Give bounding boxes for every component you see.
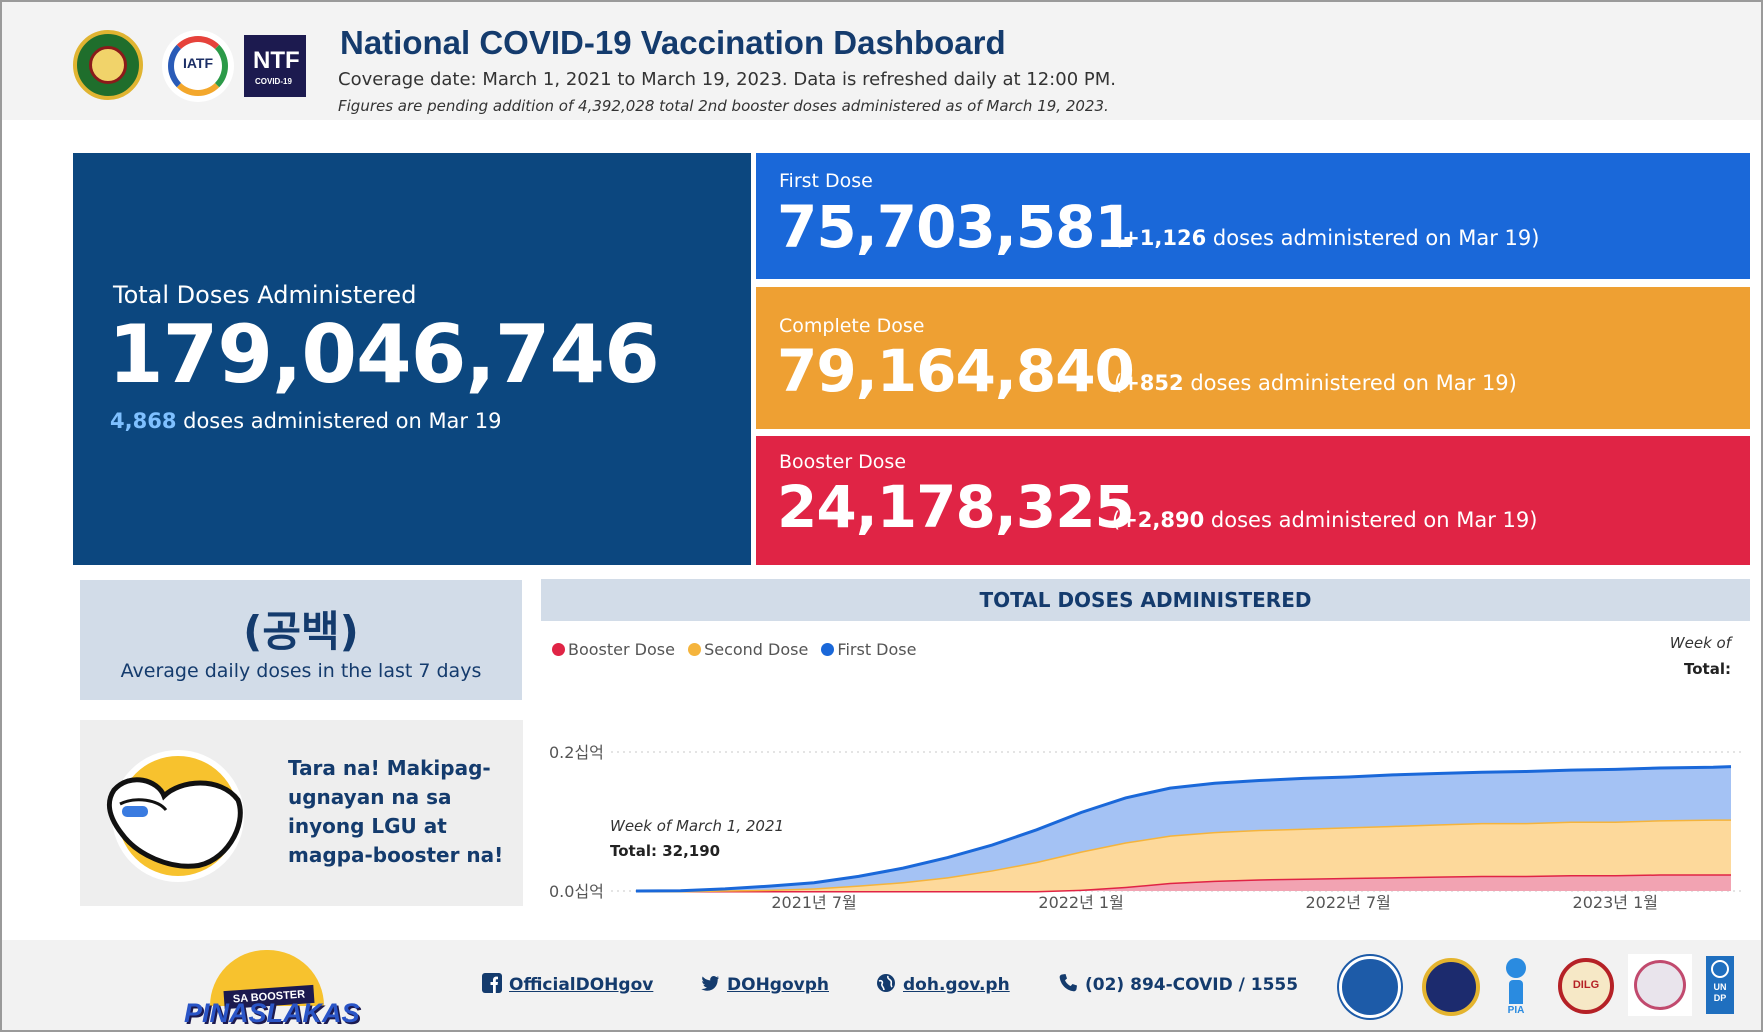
complete-dose-delta-open: ( <box>1114 371 1123 395</box>
pinaslakas-logo: SA BOOSTER PINASLAKAS <box>182 944 360 1028</box>
legend-second[interactable]: Second Dose <box>688 640 808 659</box>
complete-dose-delta-count: +852 <box>1122 371 1184 395</box>
phone-icon <box>1059 974 1077 992</box>
legend-first[interactable]: First Dose <box>821 640 916 659</box>
website-link-label: doh.gov.ph <box>903 975 1010 995</box>
dilg-seal-text: DILG <box>1572 979 1600 991</box>
complete-dose-value: 79,164,840 <box>777 337 1135 405</box>
legend-booster[interactable]: Booster Dose <box>552 640 675 659</box>
booster-dose-delta: (+2,890 doses administered on Mar 19) <box>1112 508 1537 532</box>
first-dose-delta: (+1,126 doses administered on Mar 19) <box>1114 226 1539 250</box>
first-dose-value: 75,703,581 <box>777 193 1135 261</box>
undp-logo-text: UNDP <box>1713 982 1727 1003</box>
complete-dose-label: Complete Dose <box>779 315 925 337</box>
booster-dose-delta-open: ( <box>1112 508 1121 532</box>
total-doses-area-chart[interactable]: 0.0십억 0.2십억 2021년 7월 2022년 1월 2022년 7월 2023년 … <box>541 730 1750 912</box>
dilg-seal-icon: DILG <box>1558 958 1614 1014</box>
complete-dose-card: Complete Dose 79,164,840 (+852 doses adm… <box>756 287 1750 429</box>
twitter-icon <box>701 976 719 991</box>
legend-second-label: Second Dose <box>704 640 809 659</box>
promo-message: Tara na! Makipag-ugnayan na sa inyong LG… <box>288 756 504 867</box>
booster-dose-delta-suffix: doses administered on Mar 19) <box>1210 508 1538 532</box>
total-daily-suffix: doses administered on Mar 19 <box>183 409 502 433</box>
complete-dose-delta: (+852 doses administered on Mar 19) <box>1114 371 1517 395</box>
total-doses-value: 179,046,746 <box>108 308 660 401</box>
ntf-logo: NTF COVID-19 <box>244 35 306 97</box>
iatf-logo-text: IATF <box>182 55 214 71</box>
line-second-dose[interactable] <box>636 817 1731 893</box>
ntf-logo-subtext: COVID-19 <box>255 77 292 86</box>
x-tick-label: 2022년 1월 <box>1038 893 1123 912</box>
twitter-link[interactable]: DOHgovph <box>700 973 829 995</box>
page-title: National COVID-19 Vaccination Dashboard <box>340 24 1006 61</box>
twitter-link-label: DOHgovph <box>727 975 829 995</box>
globe-icon <box>877 974 895 992</box>
y-tick-label: 0.0십억 <box>549 882 604 901</box>
chart-inline-tooltip-total: Total: 32,190 <box>610 842 720 860</box>
chart-tooltip-total: Total: <box>1684 660 1731 678</box>
footer: SA BOOSTER PINASLAKAS OfficialDOHgov DOH… <box>2 940 1761 1030</box>
total-doses-daily: 4,868 doses administered on Mar 19 <box>110 409 501 433</box>
first-dose-delta-count: +1,126 <box>1122 226 1207 250</box>
booster-dose-delta-count: +2,890 <box>1120 508 1205 532</box>
total-doses-card: Total Doses Administered 179,046,746 4,8… <box>73 153 751 565</box>
doh-seal-logo <box>73 30 143 100</box>
first-dose-card: First Dose 75,703,581 (+1,126 doses admi… <box>756 153 1750 279</box>
pia-logo: PIA <box>1505 958 1527 1016</box>
booster-promo-card: Tara na! Makipag-ugnayan na sa inyong LG… <box>80 720 523 906</box>
flexed-arm-icon <box>106 750 244 882</box>
chart-legend: Booster Dose Second Dose First Dose <box>552 640 924 659</box>
iatf-logo: IATF <box>162 30 234 102</box>
average-daily-card: (공백) Average daily doses in the last 7 d… <box>80 580 522 700</box>
chart-inline-tooltip-week: Week of March 1, 2021 <box>610 817 784 835</box>
facebook-link[interactable]: OfficialDOHgov <box>482 973 653 995</box>
coverage-date: Coverage date: March 1, 2021 to March 19… <box>338 69 1116 90</box>
header: IATF NTF COVID-19 National COVID-19 Vacc… <box>2 2 1761 120</box>
average-daily-caption: Average daily doses in the last 7 days <box>120 660 482 682</box>
average-daily-value: (공백) <box>243 607 359 656</box>
x-tick-label: 2021년 7월 <box>771 893 856 912</box>
x-tick-label: 2023년 1월 <box>1573 893 1658 912</box>
area-first-dose[interactable] <box>636 766 1731 891</box>
legend-booster-label: Booster Dose <box>568 640 675 659</box>
area-second-dose[interactable] <box>636 819 1731 891</box>
undp-logo: UNDP <box>1706 956 1734 1014</box>
booster-dose-value: 24,178,325 <box>777 473 1135 541</box>
chart-tooltip-week: Week of <box>1669 634 1731 652</box>
booster-dose-label: Booster Dose <box>779 451 907 473</box>
pinaslakas-wordmark: PINASLAKAS <box>184 998 360 1028</box>
first-dose-label: First Dose <box>779 170 873 192</box>
chart-title: TOTAL DOSES ADMINISTERED <box>541 579 1750 621</box>
ntf-logo-text: NTF <box>253 47 300 74</box>
complete-dose-delta-suffix: doses administered on Mar 19) <box>1190 371 1517 395</box>
pcoo-seal-icon <box>1422 958 1480 1016</box>
ph-seal-icon <box>1628 954 1692 1016</box>
total-daily-count: 4,868 <box>110 409 177 433</box>
x-tick-label: 2022년 7월 <box>1305 893 1390 912</box>
website-link[interactable]: doh.gov.ph <box>876 973 1010 995</box>
pia-logo-text: PIA <box>1507 1005 1525 1016</box>
first-dose-delta-suffix: doses administered on Mar 19) <box>1212 226 1540 250</box>
total-doses-label: Total Doses Administered <box>113 281 417 309</box>
facebook-link-label: OfficialDOHgov <box>509 975 654 995</box>
presidential-office-seal-icon <box>1339 956 1401 1018</box>
legend-first-label: First Dose <box>837 640 917 659</box>
pending-note: Figures are pending addition of 4,392,02… <box>338 97 1109 115</box>
phone-contact-label: (02) 894-COVID / 1555 <box>1085 975 1299 995</box>
y-tick-label: 0.2십억 <box>549 743 604 762</box>
booster-dose-card: Booster Dose 24,178,325 (+2,890 doses ad… <box>756 436 1750 565</box>
first-dose-delta-open: ( <box>1114 226 1123 250</box>
phone-contact[interactable]: (02) 894-COVID / 1555 <box>1058 973 1298 995</box>
line-first-dose[interactable] <box>635 765 1732 893</box>
facebook-icon <box>482 973 502 993</box>
